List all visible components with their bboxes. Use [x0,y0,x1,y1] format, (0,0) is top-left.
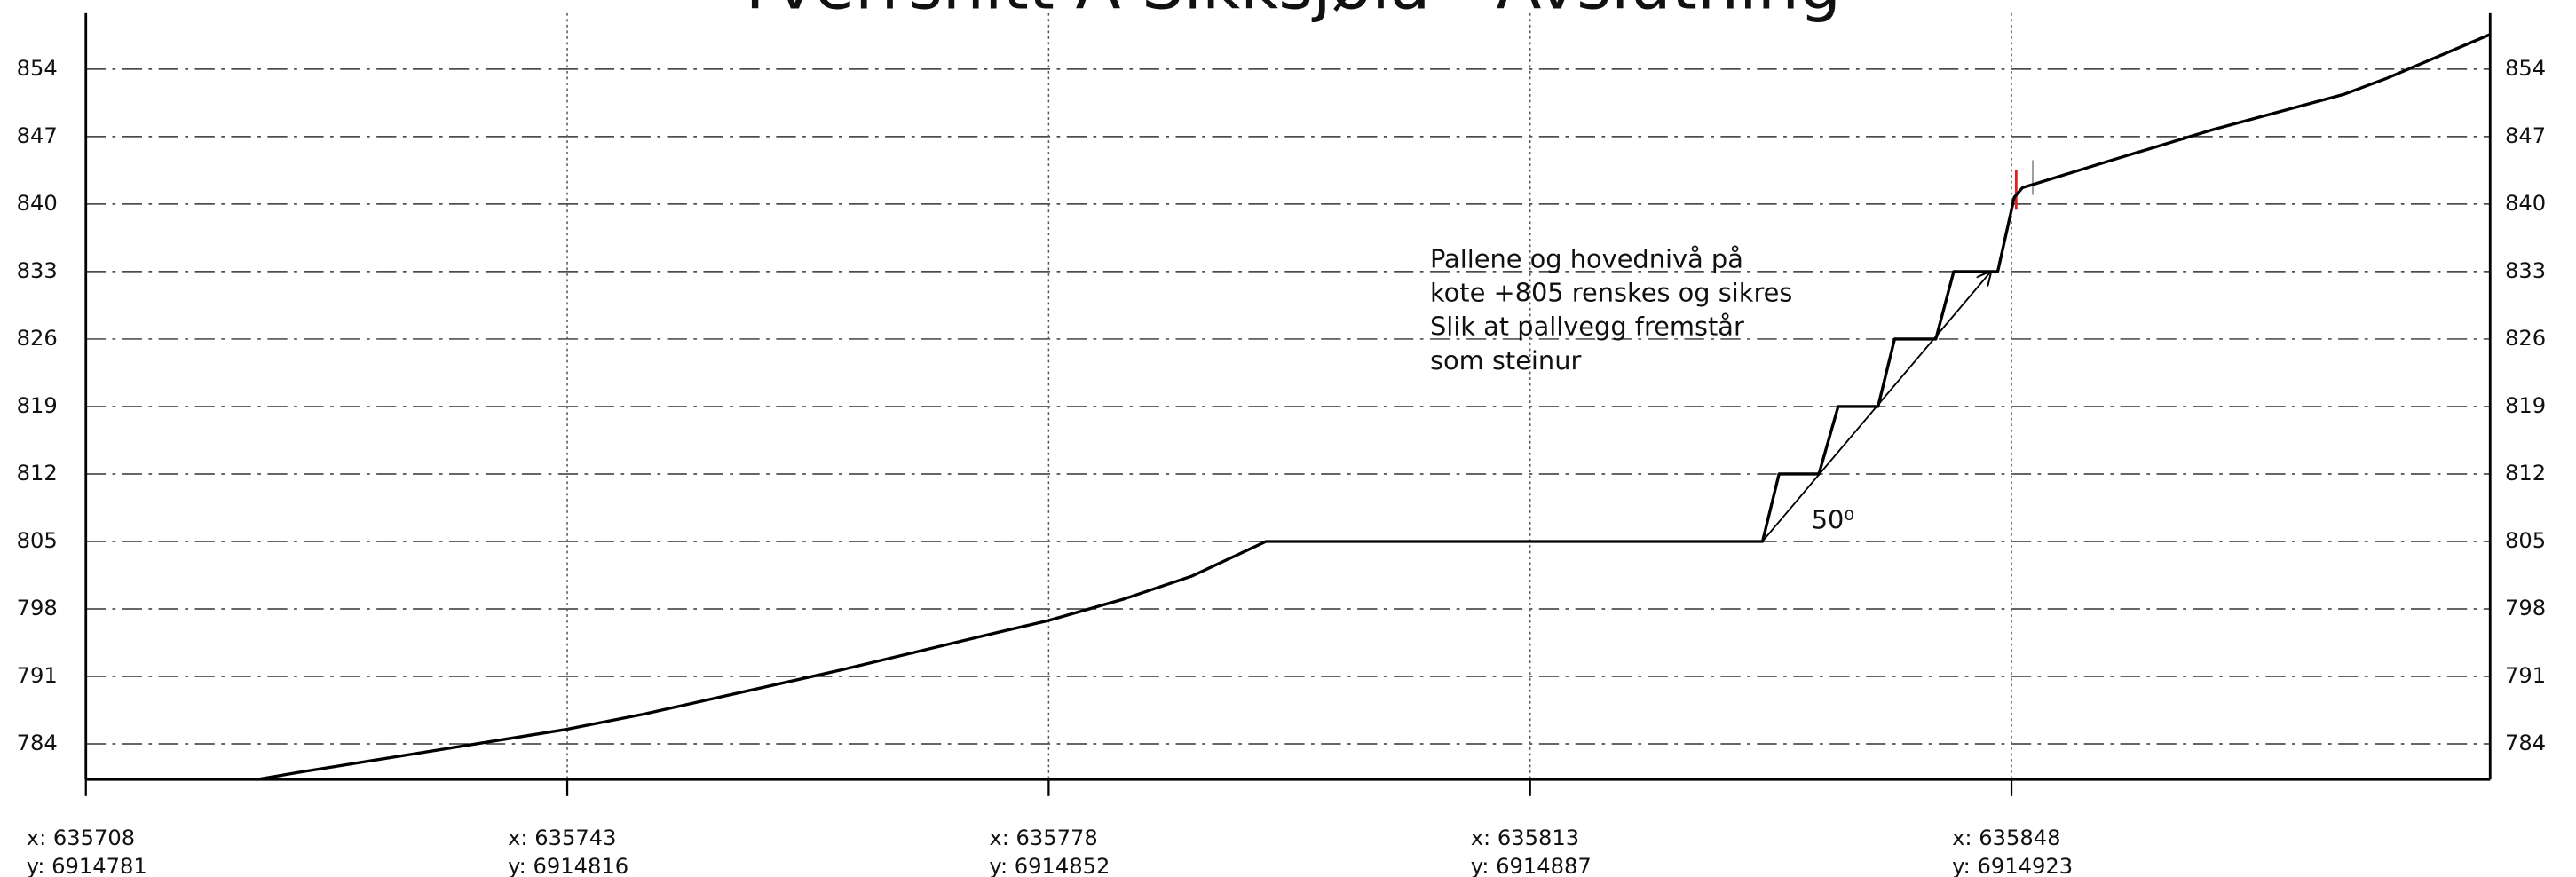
annotation-line: kote +805 renskes og sikres [1430,278,1792,308]
x-tick-label: y: 6914816 [508,854,628,877]
y-tick-label: 854 [17,56,58,81]
annotation-line: Slik at pallvegg fremstår [1430,312,1744,342]
y-tick-label: 812 [17,461,58,486]
y-tick-label-right: 854 [2505,56,2546,81]
x-tick-label: x: 635743 [508,826,616,850]
x-tick-label: y: 6914852 [989,854,1110,877]
annotation-line: som steinur [1430,345,1581,375]
y-tick-label-right: 826 [2505,326,2546,351]
y-tick-label-right: 798 [2505,596,2546,620]
y-tick-label-right: 812 [2505,461,2546,486]
y-tick-label-right: 805 [2505,528,2546,553]
x-tick-label: x: 635778 [989,826,1097,850]
x-tick-label: y: 6914781 [27,854,147,877]
y-tick-label: 784 [17,731,58,755]
x-tick-label: y: 6914923 [1952,854,2073,877]
y-tick-label-right: 819 [2505,393,2546,418]
y-tick-label-right: 840 [2505,191,2546,216]
y-tick-label: 819 [17,393,58,418]
y-tick-label: 847 [17,123,58,148]
y-tick-label: 805 [17,528,58,553]
angle-label: 50⁰ [1812,504,1854,534]
x-tick-label: x: 635813 [1471,826,1579,850]
y-tick-label: 826 [17,326,58,351]
x-tick-label: x: 635708 [27,826,135,850]
x-tick-label: x: 635848 [1952,826,2060,850]
y-tick-label: 791 [17,663,58,688]
y-tick-label: 833 [17,258,58,283]
y-tick-label-right: 847 [2505,123,2546,148]
chart-title: Tverrsnitt A Sikksjøla - Avslutning [734,0,1841,24]
annotation-line: Pallene og hovednivå på [1430,243,1743,273]
y-tick-label-right: 784 [2505,731,2546,755]
y-tick-label: 840 [17,191,58,216]
y-tick-label: 798 [17,596,58,620]
x-tick-label: y: 6914887 [1471,854,1592,877]
profile-line [256,33,2491,781]
y-tick-label-right: 833 [2505,258,2546,283]
y-tick-label-right: 791 [2505,663,2546,688]
